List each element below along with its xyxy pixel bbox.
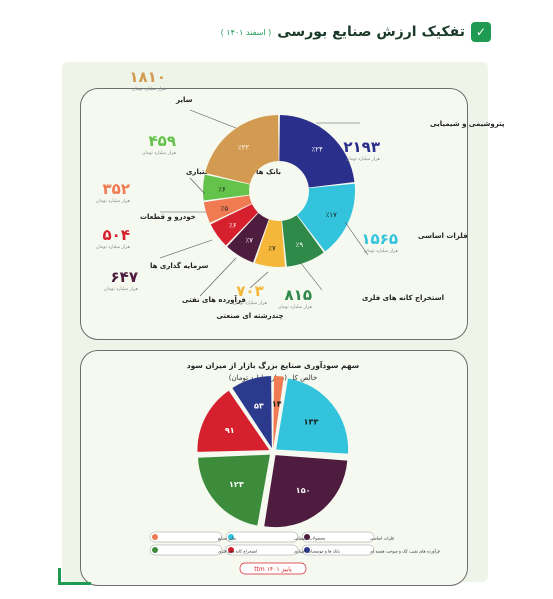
- leader-line: [159, 239, 213, 259]
- slice-percent-label: ٪۱۷: [326, 211, 338, 219]
- slice-category-label: فلزات اساسی: [418, 232, 468, 240]
- slice-unit-label: هزار میلیارد تومان: [96, 245, 131, 250]
- slice-category-label: استخراج کانه های فلزی: [362, 294, 444, 302]
- slice-percent-label: ٪۲۲: [238, 143, 250, 151]
- slice-category-label: سایر: [175, 96, 193, 104]
- page-subtitle: ( اسفند ۱۴۰۱ ): [220, 27, 272, 37]
- leader-line: [344, 221, 369, 256]
- slice-percent-label: ٪۲۴: [311, 146, 323, 154]
- slice-value-label: ۱۸۱۰: [129, 68, 166, 86]
- donut-slice: [205, 115, 279, 184]
- donut-slice: [254, 219, 286, 267]
- slice-percent-label: ٪۶: [229, 221, 237, 229]
- slice-value-label: ۷۰۳: [236, 282, 263, 300]
- slice-percent-label: ٪۶: [218, 185, 226, 193]
- slice-percent-label: ٪۷: [245, 237, 253, 245]
- slice-value-label: ۳۵۲: [103, 180, 130, 198]
- leader-line: [249, 271, 269, 289]
- slice-value-label: ۵۰۴: [103, 226, 130, 244]
- slice-value-label: ۴۵۹: [149, 132, 176, 150]
- slice-unit-label: هزار میلیارد تومان: [96, 199, 131, 204]
- slice-value-label: ۲۱۹۳: [343, 138, 380, 156]
- slice-category-label: خودرو و قطعات: [140, 213, 196, 221]
- leader-line: [189, 109, 237, 129]
- slice-category-label: چندرشته ای صنعتی: [216, 312, 283, 320]
- slice-category-label: فرآورده های نفتی: [182, 295, 246, 304]
- slice-unit-label: هزار میلیارد تومان: [278, 305, 313, 310]
- slice-value-label: ۶۴۷: [111, 268, 138, 286]
- donut-slice: [282, 215, 324, 267]
- slice-unit-label: هزار میلیارد تومان: [364, 249, 399, 254]
- donut-slice: [227, 212, 269, 263]
- donut-slice: [279, 115, 355, 188]
- page-title: تفکیک ارزش صنایع بورسی: [277, 24, 465, 40]
- page-header: ✓ تفکیک ارزش صنایع بورسی ( اسفند ۱۴۰۱ ): [221, 22, 491, 42]
- donut-slice: [210, 204, 259, 246]
- donut-slice: [203, 195, 252, 223]
- slice-percent-label: ٪۷: [268, 245, 276, 253]
- slice-value-label: ۱۵۶۵: [361, 230, 398, 248]
- slice-percent-label: ٪۵: [221, 204, 229, 212]
- slice-unit-label: هزار میلیارد تومان: [104, 287, 139, 292]
- slice-unit-label: هزار میلیارد تومان: [132, 87, 167, 92]
- leader-line: [199, 257, 237, 297]
- slice-value-label: ۸۱۵: [285, 286, 312, 304]
- slice-unit-label: هزار میلیارد تومان: [233, 301, 268, 306]
- corner-decoration: [58, 568, 91, 585]
- slice-unit-label: هزار میلیارد تومان: [346, 157, 381, 162]
- donut-slice: [203, 174, 250, 201]
- slice-unit-label: هزار میلیارد تومان: [142, 151, 177, 156]
- leader-line: [189, 177, 206, 195]
- brand-logo-icon: ✓: [471, 22, 491, 42]
- slice-category-label: پتروشیمی و شیمیایی: [430, 120, 505, 128]
- slice-percent-label: ٪۹: [296, 241, 304, 249]
- donut-slice: [297, 183, 355, 252]
- leader-line: [299, 261, 323, 291]
- slice-category-label: سرمایه گذاری ها: [150, 261, 209, 270]
